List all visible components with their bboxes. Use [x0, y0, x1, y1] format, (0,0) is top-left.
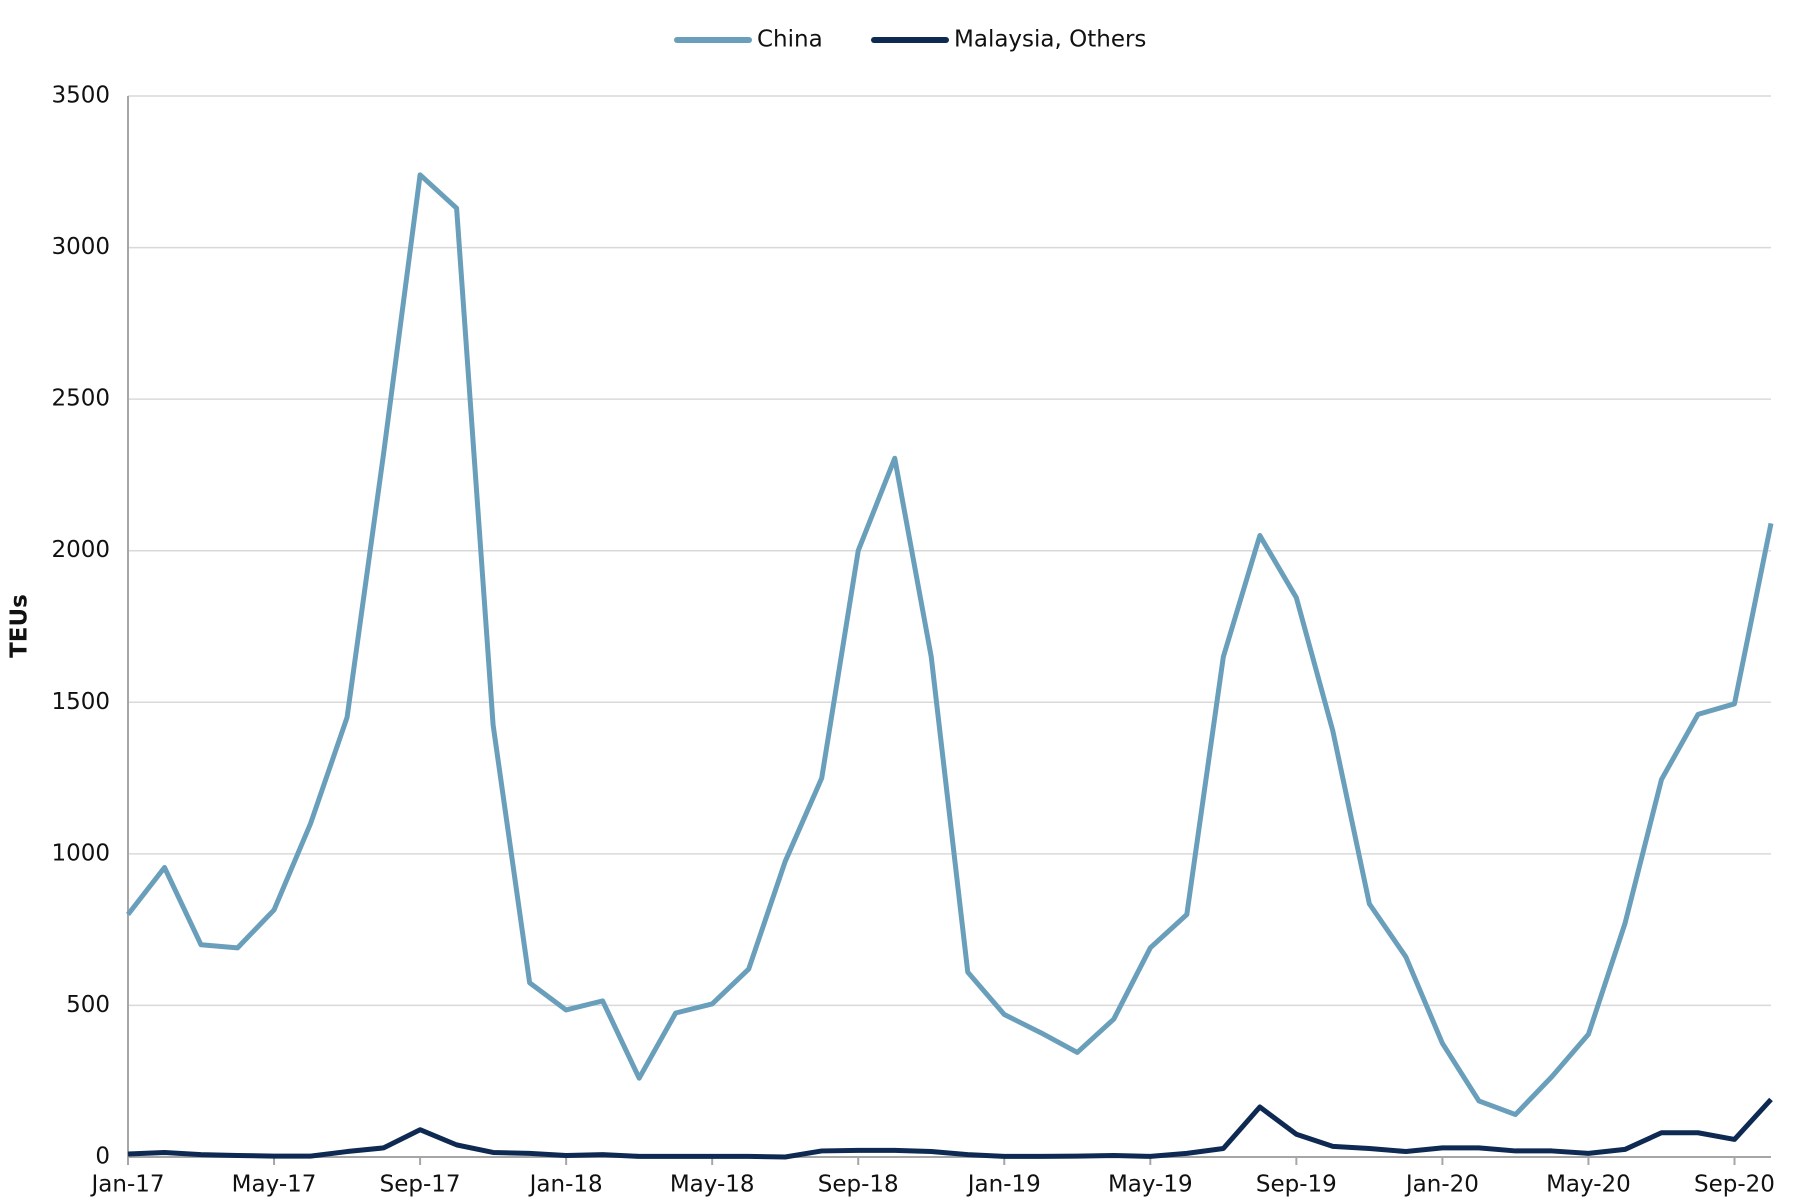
- y-tick-label: 0: [95, 1144, 110, 1170]
- legend-label: Malaysia, Others: [954, 27, 1146, 53]
- x-tick-label: May-17: [232, 1172, 317, 1198]
- x-tick-label: Sep-17: [380, 1172, 461, 1198]
- x-tick-label: Jan-20: [1404, 1172, 1479, 1198]
- y-tick-label: 1500: [51, 689, 110, 715]
- y-tick-label: 3000: [51, 234, 110, 260]
- line-series: [126, 172, 1774, 1118]
- x-tick-label: Sep-20: [1694, 1172, 1775, 1198]
- x-tick-label: Jan-18: [528, 1172, 603, 1198]
- legend-label: China: [757, 27, 823, 53]
- y-tick-label: 500: [66, 992, 110, 1018]
- x-tick-label: May-20: [1546, 1172, 1631, 1198]
- line-series: [127, 1097, 1773, 1160]
- x-tick-label: Jan-17: [89, 1172, 164, 1198]
- y-tick-label: 3500: [51, 83, 110, 109]
- x-tick-label: May-18: [670, 1172, 755, 1198]
- x-tick-label: Sep-18: [818, 1172, 899, 1198]
- y-tick-label: 1000: [51, 840, 110, 866]
- y-tick-label: 2000: [51, 537, 110, 563]
- x-tick-label: Jan-19: [966, 1172, 1041, 1198]
- x-tick-label: Sep-19: [1256, 1172, 1337, 1198]
- y-axis-title: TEUs: [7, 594, 33, 658]
- x-tick-label: May-19: [1108, 1172, 1193, 1198]
- y-tick-label: 2500: [51, 386, 110, 412]
